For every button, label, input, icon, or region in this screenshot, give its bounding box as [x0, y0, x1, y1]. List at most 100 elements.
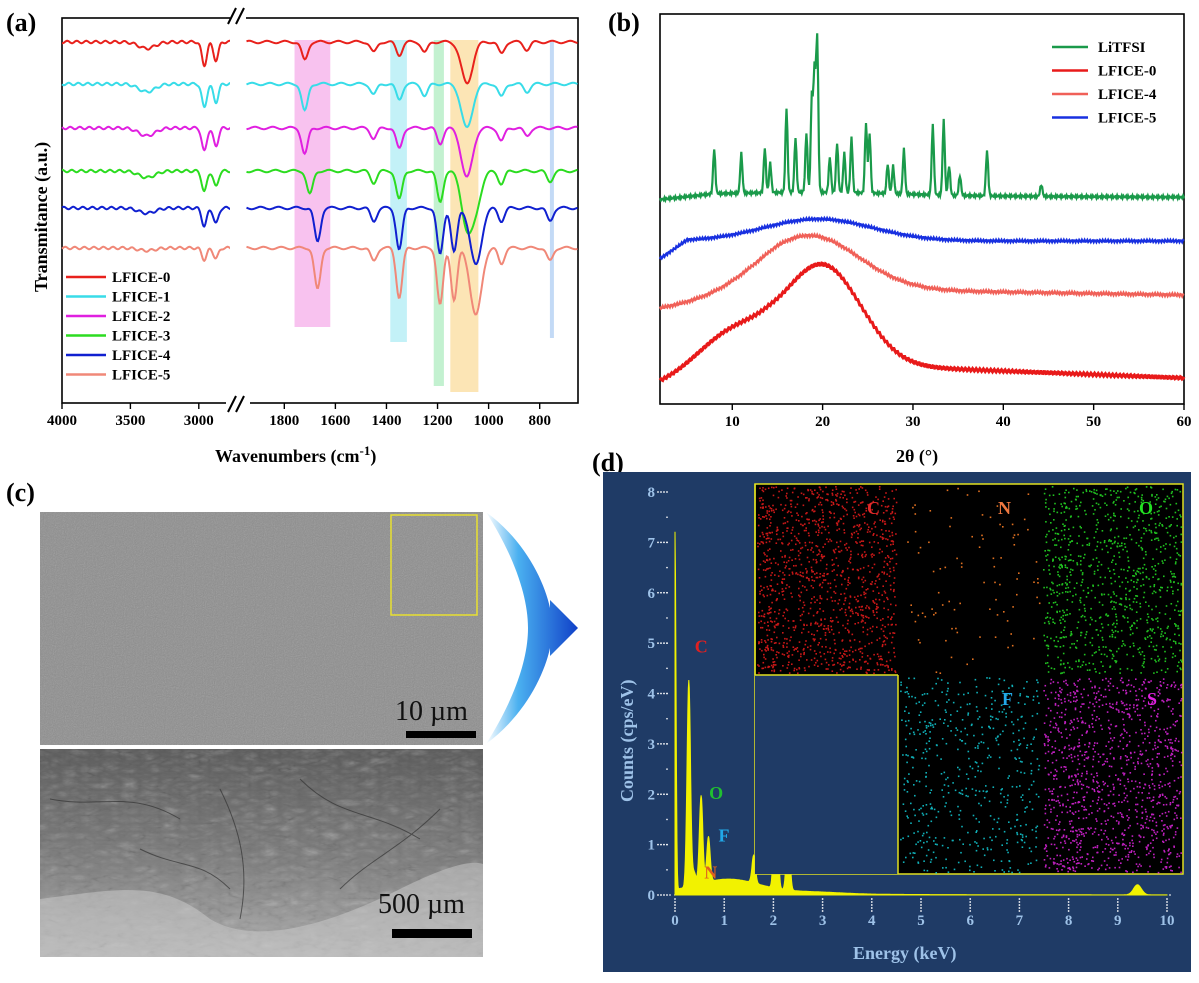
eds-x-tick: [772, 910, 775, 912]
eds-x-tick: [674, 910, 676, 912]
eds-x-tick: [674, 901, 676, 903]
eds-x-tick-label: 1: [720, 913, 728, 929]
ftir-x-tick-label: 1000: [474, 413, 504, 429]
xrd-series-line: [658, 33, 1186, 204]
eds-x-tick: [1067, 910, 1070, 912]
ftir-x-tick-label: 800: [528, 413, 551, 429]
highlight-band: [433, 40, 444, 386]
eds-x-tick: [1116, 901, 1119, 903]
eds-y-tick-label: 6: [648, 586, 656, 602]
eds-x-tick-label: 4: [868, 913, 876, 929]
eds-x-tick: [870, 907, 873, 909]
eds-x-tick: [674, 904, 676, 906]
eds-x-tick: [772, 907, 775, 909]
eds-x-tick: [870, 898, 873, 900]
eds-x-tick: [969, 901, 972, 903]
ftir-xlabel: Wavenumbers (cm-1): [215, 443, 376, 467]
eds-xlabel: Energy (keV): [853, 943, 956, 964]
xrd-x-tick-label: 10: [725, 414, 740, 430]
eds-y-tick: [657, 642, 659, 645]
eds-x-tick: [1166, 898, 1168, 900]
eds-x-tick: [1067, 907, 1070, 909]
eds-map-o: O: [1043, 486, 1183, 675]
legend-label: LFICE-4: [112, 348, 171, 364]
xrd-series-line: [658, 232, 1185, 311]
eds-x-tick: [821, 907, 824, 909]
eds-y-tick: [666, 491, 668, 493]
eds-y-tick: [660, 692, 662, 695]
eds-y-tick: [660, 541, 662, 544]
eds-y-tick-label: 8: [648, 485, 656, 501]
eds-x-tick-label: 9: [1114, 913, 1122, 929]
ftir-x-tick-label: 1400: [371, 413, 401, 429]
eds-map-label: N: [998, 498, 1011, 518]
eds-y-tick: [660, 894, 662, 896]
eds-map-label: F: [1002, 689, 1013, 709]
scale-bar: [406, 731, 476, 738]
eds-x-tick: [920, 907, 922, 909]
eds-x-tick: [969, 907, 972, 909]
xrd-x-tick-label: 50: [1086, 414, 1101, 430]
ftir-series-line: [61, 205, 578, 266]
transition-arrow: [486, 512, 578, 744]
eds-y-tick-label: 2: [648, 787, 656, 803]
eds-x-tick: [1116, 907, 1119, 909]
eds-map-c: C: [757, 486, 898, 675]
xrd-x-tick-label: 40: [996, 414, 1011, 430]
eds-x-tick: [969, 898, 972, 900]
legend-label: LFICE-1: [112, 290, 170, 306]
eds-x-tick: [772, 901, 775, 903]
eds-x-tick: [969, 910, 972, 912]
ftir-series-line: [62, 39, 578, 85]
eds-x-tick-label: 8: [1065, 913, 1073, 929]
eds-y-tick: [663, 843, 665, 846]
zoom-region-box: [390, 514, 478, 616]
eds-x-tick: [1067, 898, 1070, 900]
panel-label-a: (a): [6, 8, 37, 37]
ftir-x-tick-label: 1600: [320, 413, 350, 429]
eds-x-tick-label: 0: [671, 913, 679, 929]
eds-map-n: N: [907, 487, 1041, 674]
ftir-x-tick-label: 4000: [47, 413, 77, 429]
eds-y-tick: [660, 491, 662, 493]
eds-x-tick: [1116, 904, 1119, 906]
eds-x-tick-label: 2: [770, 913, 778, 929]
xrd-plot-frame: [659, 13, 1185, 405]
eds-x-tick: [674, 898, 676, 900]
eds-y-tick: [657, 541, 659, 544]
xrd-xlabel: 2θ (°): [896, 446, 938, 467]
ftir-x-tick-label: 3500: [115, 413, 145, 429]
eds-x-tick: [920, 901, 922, 903]
scale-label-10um: 10 µm: [395, 696, 468, 727]
eds-y-tick-label: 0: [648, 888, 656, 904]
eds-y-tick: [660, 642, 662, 645]
eds-x-tick: [1018, 910, 1021, 912]
eds-y-tick: [663, 541, 665, 544]
eds-y-tick: [657, 742, 659, 745]
eds-x-tick: [1018, 898, 1021, 900]
eds-x-tick: [723, 901, 726, 903]
xrd-series-line: [658, 215, 1185, 261]
eds-x-tick: [821, 898, 824, 900]
eds-x-tick: [920, 898, 922, 900]
eds-y-tick: [660, 843, 662, 846]
scale-label-500um: 500 µm: [378, 889, 465, 920]
eds-x-tick: [723, 910, 726, 912]
eds-y-tick: [663, 894, 665, 896]
eds-y-tick-label: 3: [648, 737, 656, 753]
xrd-x-tick-label: 60: [1177, 414, 1192, 430]
eds-x-tick: [1018, 904, 1021, 906]
eds-y-tick-label: 7: [648, 535, 656, 551]
eds-map-f: F: [900, 677, 1041, 874]
legend-label: LFICE-3: [112, 329, 170, 345]
eds-x-tick: [674, 907, 676, 909]
eds-x-tick: [1067, 901, 1070, 903]
eds-x-tick-label: 7: [1016, 913, 1024, 929]
eds-y-tick: [666, 894, 668, 896]
eds-x-tick: [1166, 907, 1168, 909]
eds-peak-label: N: [704, 862, 717, 882]
eds-y-tick: [657, 843, 659, 846]
ftir-series-line: [61, 245, 578, 316]
eds-x-tick: [723, 907, 726, 909]
eds-spectrum-area: [674, 531, 1168, 896]
